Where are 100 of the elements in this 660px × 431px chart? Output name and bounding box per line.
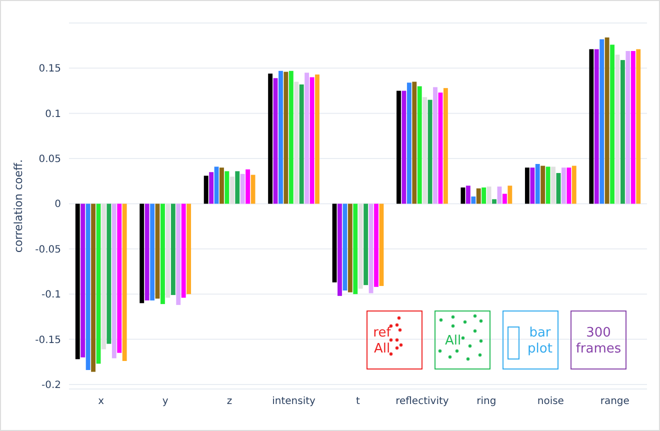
bar	[144, 204, 150, 300]
bar	[150, 204, 155, 300]
bar	[186, 204, 192, 294]
bar	[589, 49, 594, 204]
x-tick-label: t	[356, 396, 360, 407]
bar	[438, 92, 443, 204]
y-tick-label: 0.15	[38, 64, 61, 75]
bar	[181, 204, 186, 298]
bar	[246, 169, 250, 204]
bar	[230, 176, 234, 204]
bar	[594, 49, 599, 204]
bar	[492, 199, 496, 204]
bar	[626, 51, 630, 204]
bar	[566, 168, 572, 204]
bar	[112, 204, 116, 358]
bar	[364, 204, 368, 286]
bar	[368, 204, 374, 294]
bar	[486, 186, 492, 204]
bar	[374, 204, 378, 287]
bar	[620, 60, 625, 204]
bar	[220, 168, 224, 204]
bar	[546, 166, 550, 204]
bar	[155, 204, 160, 299]
bar	[235, 171, 240, 204]
annotation: ref All	[373, 326, 392, 357]
bar	[332, 204, 337, 282]
bar	[170, 204, 176, 296]
x-tick-label: z	[226, 396, 232, 407]
bar	[610, 44, 614, 204]
bar	[604, 37, 610, 204]
annotation: 300 frames	[576, 326, 622, 357]
bar	[508, 186, 512, 204]
bar	[80, 204, 86, 358]
y-tick-label: 0.1	[45, 108, 61, 120]
bar	[530, 168, 535, 204]
bar	[342, 204, 348, 290]
bar	[224, 171, 230, 204]
bar	[75, 204, 80, 360]
bar	[636, 49, 641, 204]
y-tick-label: -0.2	[41, 380, 61, 391]
x-tick-label: ring	[476, 396, 496, 407]
bar	[417, 86, 422, 204]
bar	[268, 74, 273, 204]
bar	[86, 204, 90, 370]
bar	[402, 90, 406, 204]
bar	[615, 54, 620, 204]
bar	[304, 72, 310, 204]
annotation: bar plot	[528, 326, 552, 357]
bar	[406, 82, 412, 204]
y-tick-label: -0.05	[35, 244, 61, 256]
bar	[338, 204, 342, 296]
x-tick-label: range	[600, 396, 630, 407]
y-tick-label: -0.15	[35, 334, 61, 346]
bar	[294, 82, 299, 204]
bar	[96, 204, 101, 364]
bar	[572, 166, 576, 204]
bar	[102, 204, 106, 350]
y-axis-title: correlation coeff.	[12, 159, 25, 253]
x-tick-label: intensity	[272, 396, 316, 407]
bar	[284, 72, 288, 204]
bar	[358, 204, 363, 289]
bar	[204, 176, 208, 204]
bar	[396, 90, 401, 204]
bar	[443, 88, 448, 204]
x-tick-label: x	[98, 396, 104, 407]
bar	[176, 204, 181, 305]
x-tick-label: noise	[537, 396, 564, 407]
bar	[412, 82, 417, 204]
bar	[524, 168, 530, 204]
bar	[310, 77, 314, 204]
bar	[160, 204, 165, 304]
bar	[630, 51, 636, 204]
y-tick-label: 0	[54, 199, 61, 210]
bar	[540, 166, 546, 204]
bar	[502, 194, 507, 204]
bar	[476, 188, 481, 204]
bar	[600, 39, 604, 204]
bar	[471, 196, 476, 204]
annotation: All	[444, 334, 462, 349]
bar	[556, 173, 561, 204]
bar	[278, 70, 283, 204]
bar	[91, 204, 96, 372]
x-tick-label: y	[162, 396, 168, 407]
bar	[422, 97, 428, 204]
bar	[117, 204, 122, 353]
bar	[535, 164, 540, 204]
bar	[428, 100, 432, 204]
bar	[551, 166, 556, 204]
bar	[273, 78, 278, 204]
bar	[561, 168, 566, 204]
y-tick-label: -0.1	[41, 290, 61, 301]
bar	[166, 204, 170, 298]
y-tick-label: 0.05	[38, 154, 61, 166]
bar	[140, 204, 144, 304]
bar	[122, 204, 127, 361]
bar	[353, 204, 358, 294]
bar	[433, 87, 438, 204]
x-tick-label: reflectivity	[396, 396, 449, 407]
bar	[466, 186, 470, 204]
bar	[482, 187, 486, 204]
